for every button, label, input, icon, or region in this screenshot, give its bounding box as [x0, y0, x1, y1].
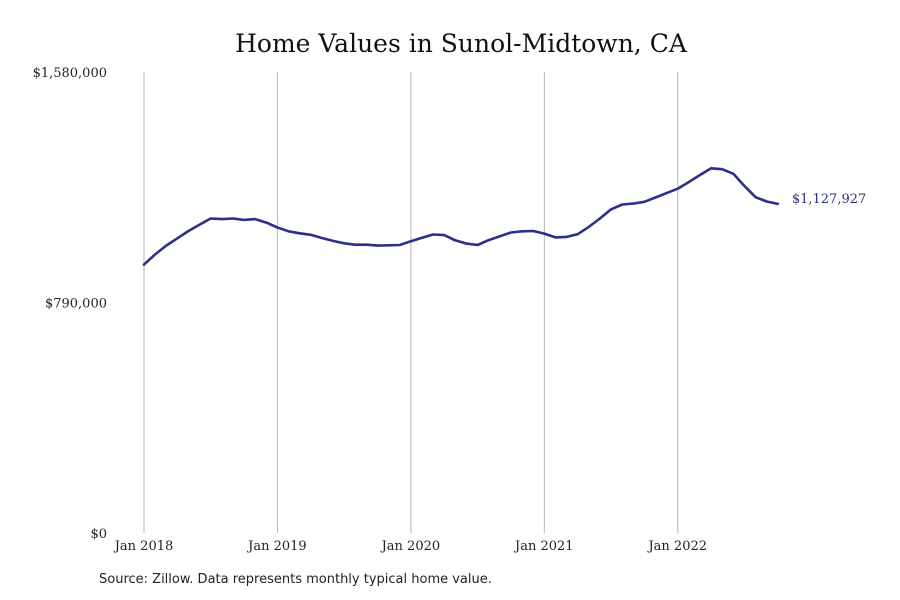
end-value-label: $1,127,927	[792, 192, 866, 207]
y-tick-label-1: $790,000	[45, 297, 107, 312]
x-axis-tick-labels: Jan 2018 Jan 2019 Jan 2020 Jan 2021 Jan 2022	[113, 539, 707, 554]
chart-title: Home Values in Sunol-Midtown, CA	[235, 29, 688, 58]
series-line-home-value	[142, 167, 780, 266]
x-tick-label-2: Jan 2020	[380, 539, 441, 554]
y-tick-label-0: $0	[90, 527, 107, 542]
y-axis-tick-labels: $0 $790,000 $1,580,000	[33, 66, 107, 542]
x-tick-label-4: Jan 2022	[646, 539, 707, 554]
x-tick-label-0: Jan 2018	[113, 539, 174, 554]
x-tick-label-1: Jan 2019	[246, 539, 307, 554]
x-tick-label-3: Jan 2021	[513, 539, 574, 554]
source-note: Source: Zillow. Data represents monthly …	[99, 572, 492, 587]
gridlines	[143, 72, 679, 533]
y-tick-label-2: $1,580,000	[33, 66, 107, 81]
